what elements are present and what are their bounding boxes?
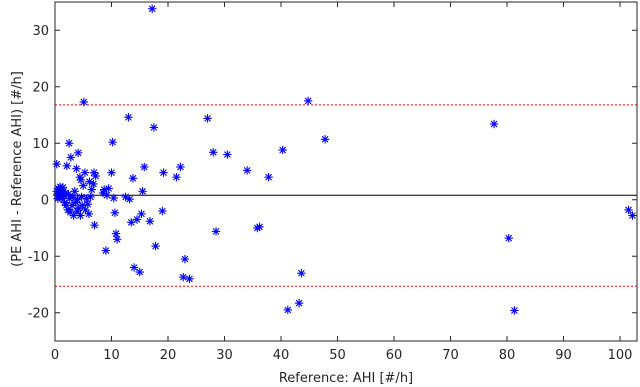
data-point (180, 254, 190, 264)
data-point (76, 211, 85, 220)
axes-box (54, 1, 638, 342)
data-point (104, 184, 113, 193)
x-tick-label: 50 (329, 348, 346, 363)
x-tick-label: 60 (386, 348, 403, 363)
data-point (255, 222, 264, 232)
data-point (86, 192, 95, 202)
y-axis-ticks: -20 -10 0 10 20 30 (28, 24, 637, 321)
data-point (149, 123, 159, 132)
limit-lines (55, 104, 637, 287)
data-point (297, 269, 306, 278)
data-point (110, 208, 120, 217)
y-tick-label: 20 (32, 80, 49, 95)
y-tick-label: -10 (28, 250, 49, 265)
y-tick-label: 0 (41, 193, 49, 208)
data-point (138, 187, 147, 196)
data-point (73, 148, 83, 158)
data-point (66, 153, 76, 162)
data-point (135, 267, 144, 277)
data-point (87, 185, 96, 194)
data-point (624, 205, 633, 215)
x-axis-ticks: 0 10 20 30 40 50 60 70 80 90 100 (51, 2, 633, 363)
data-point (125, 194, 134, 204)
data-point (132, 215, 142, 224)
data-point (176, 162, 185, 172)
data-point (172, 172, 181, 182)
data-point (62, 161, 72, 171)
data-point (320, 135, 330, 144)
data-point (211, 227, 221, 236)
data-point (510, 306, 519, 315)
data-point (101, 246, 111, 255)
data-point (84, 209, 94, 219)
data-point (203, 114, 212, 123)
data-point (77, 201, 87, 210)
x-tick-label: 40 (273, 348, 290, 363)
data-point (158, 206, 167, 216)
data-point (70, 187, 79, 196)
y-axis-label: (PE AHI - Reference AHI) [#/h] (10, 71, 25, 267)
data-point (109, 193, 118, 203)
data-point (128, 174, 138, 183)
data-point (179, 272, 188, 282)
data-point (242, 166, 252, 175)
data-point (89, 179, 98, 189)
data-point (108, 137, 117, 147)
data-point (137, 209, 146, 219)
x-tick-label: 100 (608, 348, 633, 363)
data-point (129, 263, 139, 272)
x-axis-label: Reference: AHI [#/h] (279, 371, 413, 386)
data-point (124, 113, 133, 122)
data-point (107, 168, 116, 177)
data-point (102, 191, 112, 200)
axes-frame (54, 1, 638, 342)
data-point (489, 119, 499, 129)
x-tick-label: 80 (499, 348, 516, 363)
data-point (283, 305, 292, 315)
data-point (209, 148, 218, 157)
data-point (83, 200, 92, 209)
data-point (65, 194, 74, 203)
data-point (91, 171, 100, 181)
data-point (64, 139, 74, 148)
y-tick-label: 30 (32, 24, 49, 39)
data-point (80, 168, 90, 177)
data-points (52, 4, 637, 315)
data-point (79, 181, 88, 190)
x-tick-label: 20 (160, 348, 177, 363)
data-point (185, 274, 194, 284)
plot-area (55, 2, 637, 341)
data-point (294, 298, 304, 308)
x-tick-label: 30 (216, 348, 233, 363)
x-tick-label: 0 (51, 348, 59, 363)
x-tick-label: 10 (103, 348, 120, 363)
data-point (628, 211, 637, 220)
data-point (159, 168, 168, 177)
data-point (112, 235, 122, 244)
data-point (264, 172, 273, 182)
data-point (504, 233, 513, 243)
plot-background (55, 2, 637, 341)
data-point (90, 220, 99, 230)
y-tick-label: 10 (32, 137, 49, 152)
data-point (140, 162, 149, 172)
data-point (52, 159, 61, 169)
data-point (145, 217, 155, 226)
data-point (111, 229, 121, 238)
data-point (151, 241, 160, 251)
y-tick-label: -20 (28, 306, 49, 321)
data-point (79, 97, 89, 107)
data-point (278, 145, 287, 155)
data-point (303, 96, 313, 106)
x-tick-label: 90 (555, 348, 572, 363)
x-tick-label: 70 (442, 348, 459, 363)
data-point (223, 150, 232, 159)
data-point (147, 4, 157, 13)
data-point (72, 164, 81, 173)
